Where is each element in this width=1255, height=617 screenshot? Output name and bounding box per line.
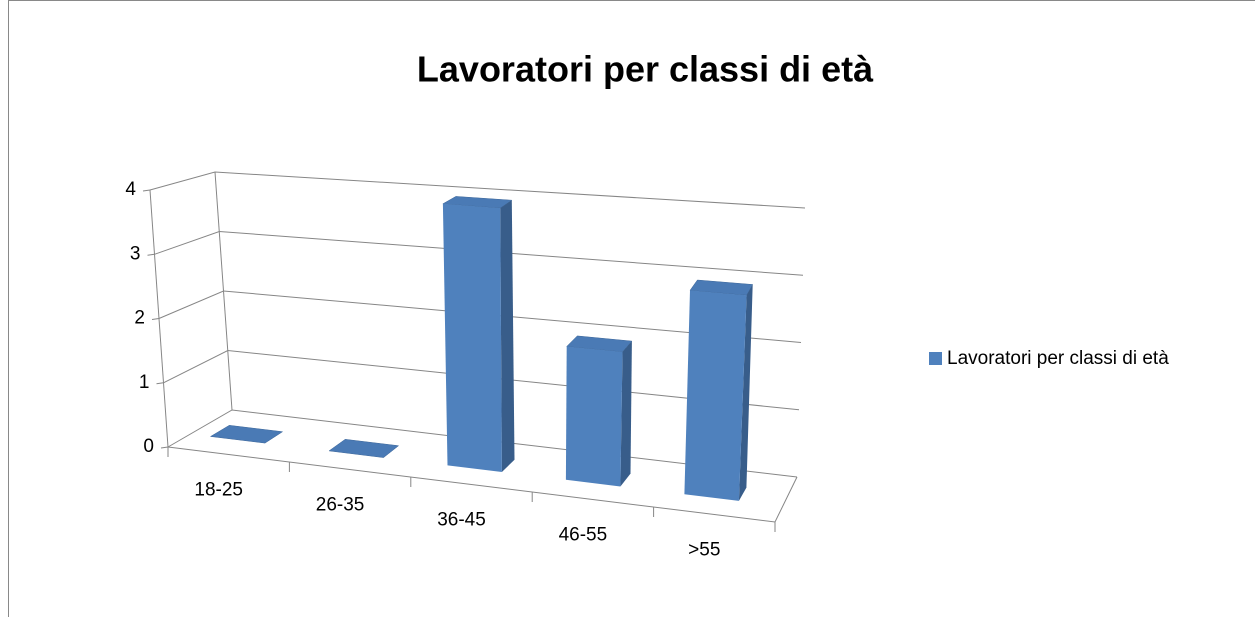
y-tick [151, 318, 160, 320]
bar-front [442, 203, 502, 473]
bar-front [684, 290, 747, 501]
y-axis [149, 189, 169, 448]
bar-side [738, 284, 753, 501]
bar-front [565, 346, 623, 487]
bar [442, 196, 515, 473]
bar-side [620, 341, 632, 487]
y-tick [147, 253, 155, 256]
x-tick-label: 46-55 [559, 525, 608, 546]
legend-swatch [929, 352, 942, 365]
bar [565, 335, 633, 487]
chart-title: Lavoratori per classi di età [417, 49, 874, 90]
left-wall-edge [214, 171, 233, 411]
bar [328, 439, 400, 458]
x-tick-label: 26-35 [316, 495, 365, 516]
y-tick-label: 2 [134, 308, 145, 329]
legend-label: Lavoratori per classi di età [947, 348, 1169, 369]
bar-top [209, 425, 284, 444]
y-tick [142, 189, 151, 192]
y-tick-label: 1 [139, 372, 150, 393]
y-tick-label: 4 [125, 179, 136, 200]
x-tick-label: >55 [688, 540, 720, 561]
y-tick-label: 3 [130, 243, 141, 264]
bar-top [328, 439, 400, 458]
y-tick [156, 382, 164, 385]
bar-side [500, 200, 515, 472]
y-tick [160, 446, 169, 449]
bar [209, 425, 284, 444]
bar [684, 279, 754, 501]
y-tick-label: 0 [143, 436, 154, 457]
x-tick-label: 18-25 [194, 480, 243, 501]
x-tick-label: 36-45 [437, 510, 486, 531]
chart-border [8, 0, 1255, 617]
